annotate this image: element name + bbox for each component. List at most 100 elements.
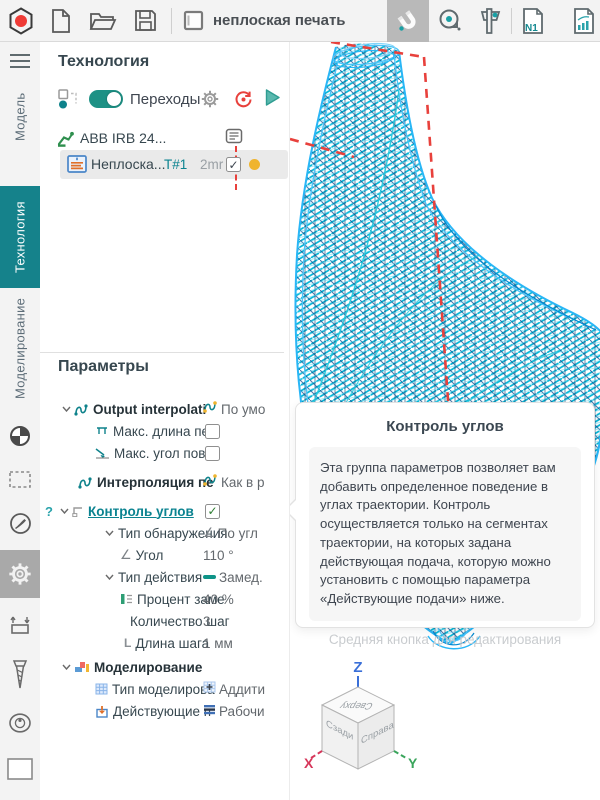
status-dot (249, 159, 260, 170)
chevron-down-icon[interactable] (60, 508, 69, 514)
save-icon[interactable] (133, 8, 158, 33)
notes-icon[interactable] (225, 128, 243, 149)
max-angle-checkbox[interactable] (205, 445, 220, 461)
section-divider (40, 352, 284, 353)
corner-icon (72, 506, 84, 517)
svg-text:N1: N1 (525, 23, 538, 34)
tool-drill-icon[interactable] (0, 656, 40, 694)
grid-icon (95, 683, 108, 695)
tab-model[interactable]: Модель (12, 92, 28, 142)
recalculate-icon[interactable] (233, 89, 254, 110)
robot-icon (57, 130, 75, 152)
corner-control-checkbox[interactable]: ✓ (205, 503, 220, 519)
grid-plus-icon (203, 680, 216, 698)
param-row-step-length[interactable]: L Длина шага 1 мм (124, 635, 233, 651)
param-row-simulation-group[interactable]: Моделирование (40, 656, 290, 678)
tab-simulation[interactable]: Моделирование (12, 297, 28, 399)
spring-value-icon (203, 473, 218, 491)
feed-printer-icon (95, 705, 109, 718)
param-row-angle[interactable]: ∠ Угол 110 ° (120, 547, 234, 563)
report-chart-icon[interactable] (572, 7, 596, 35)
robot-label[interactable]: ABB IRB 24... (80, 130, 167, 146)
tool-size: 2mr (200, 157, 224, 172)
axis-y-label: Y (408, 755, 418, 771)
blocks-icon (74, 661, 90, 673)
left-rail: Модель Технология Моделирование (0, 42, 40, 800)
axis-z-label: Z (353, 659, 362, 676)
viewport-3d[interactable]: Контроль углов Эта группа параметров поз… (290, 42, 600, 800)
chevron-down-icon[interactable] (62, 406, 71, 412)
spring-value-icon (203, 400, 218, 418)
angle-turn-icon (95, 447, 110, 459)
selection-box-icon[interactable] (0, 467, 40, 493)
run-play-button[interactable] (264, 88, 281, 107)
param-row-corner-control[interactable]: ? Контроль углов ✓ (40, 500, 290, 522)
settings-gear-button[interactable] (0, 550, 40, 598)
technology-panel: Технология Переходы ABB IR (40, 42, 290, 800)
project-title[interactable]: неплоская печать (213, 12, 346, 29)
feed-bars-icon (203, 702, 216, 720)
axis-x-label: X (304, 755, 314, 771)
operation-row-selected[interactable]: Неплоска... T#1 2mr ✓ (60, 150, 288, 179)
chevron-down-icon[interactable] (105, 574, 114, 580)
chevron-down-icon[interactable] (62, 664, 71, 670)
parameters-list: Output interpolati По умо Макс. длина пе… (40, 398, 290, 722)
caliper-icon[interactable] (478, 7, 502, 35)
technology-toolbar: Переходы (40, 85, 290, 115)
param-row-action-type[interactable]: Тип действия Замед. (40, 566, 290, 588)
operation-checkbox[interactable]: ✓ (226, 157, 241, 172)
max-length-checkbox[interactable] (205, 423, 220, 439)
view-cube[interactable]: Z Сверху Сзади Справа X Y (300, 642, 440, 800)
app-logo-icon[interactable] (6, 6, 36, 36)
slowdown-icon (203, 575, 216, 579)
workpiece-datum-icon[interactable] (0, 420, 40, 452)
tooltip-hint: Средняя кнопка для редактирования (328, 631, 562, 647)
param-row-output-interpolation[interactable]: Output interpolati По умо (40, 398, 290, 420)
toolbar-divider (171, 7, 172, 34)
length-l-icon: L (124, 636, 132, 650)
menu-hamburger-icon[interactable] (10, 54, 30, 68)
angle-icon: ∠ (120, 547, 132, 562)
length-icon (95, 426, 109, 436)
percent-bar-icon (120, 593, 133, 605)
snap-magnet-button[interactable] (387, 0, 429, 42)
spring-icon (74, 403, 89, 416)
operation-label[interactable]: Неплоска... (91, 156, 166, 172)
param-row-simulation-type[interactable]: Тип моделирова Аддити (40, 678, 290, 700)
rotary-gauge-icon[interactable] (0, 708, 40, 738)
panel-title-parameters: Параметры (58, 358, 149, 375)
tech-settings-gear-icon[interactable] (200, 89, 220, 109)
transitions-label: Переходы (130, 90, 201, 108)
workholding-vise-icon[interactable] (0, 610, 40, 642)
param-row-slowdown-percent[interactable]: Процент заме 40 % (40, 588, 290, 610)
tooltip-body: Эта группа параметров позволяет вам доба… (309, 447, 581, 621)
appearance-brush-icon[interactable] (0, 508, 40, 538)
cube-face-right[interactable] (357, 704, 395, 770)
transitions-toggle[interactable]: Переходы (89, 90, 200, 108)
3d-print-operation-icon (67, 155, 87, 178)
help-icon[interactable]: ? (45, 503, 53, 519)
gcode-n1-icon[interactable]: N1 (521, 7, 545, 35)
project-doc-icon[interactable] (183, 10, 204, 31)
param-row-max-length[interactable]: Макс. длина пе (40, 420, 290, 442)
toolbar-divider-2 (511, 7, 512, 34)
new-file-icon[interactable] (49, 8, 73, 34)
parameter-tooltip: Контроль углов Эта группа параметров поз… (290, 402, 595, 647)
operations-structure-icon[interactable] (57, 88, 79, 110)
tooltip-title: Контроль углов (386, 418, 504, 435)
param-row-max-angle[interactable]: Макс. угол пово (40, 442, 290, 464)
tab-technology[interactable]: Технология (0, 186, 40, 288)
measure-tape-icon[interactable] (437, 8, 465, 34)
chevron-down-icon[interactable] (105, 530, 114, 536)
cube-top-label: Сверху (337, 700, 375, 710)
param-row-interpolation[interactable]: Интерполяция пе Как в р (40, 471, 290, 493)
angle-icon: ∠ (203, 525, 215, 540)
plane-rectangle-icon[interactable] (0, 754, 40, 784)
tool-number[interactable]: T#1 (164, 157, 188, 172)
param-row-active-feeds[interactable]: Действующие п Рабочи (40, 700, 290, 722)
param-row-step-count[interactable]: Количество шаг 3 (130, 613, 230, 629)
open-folder-icon[interactable] (89, 9, 117, 33)
tree-row-robot[interactable]: ABB IRB 24... (40, 126, 290, 152)
param-row-detection-type[interactable]: Тип обнаружения ∠ По угл (40, 522, 290, 544)
